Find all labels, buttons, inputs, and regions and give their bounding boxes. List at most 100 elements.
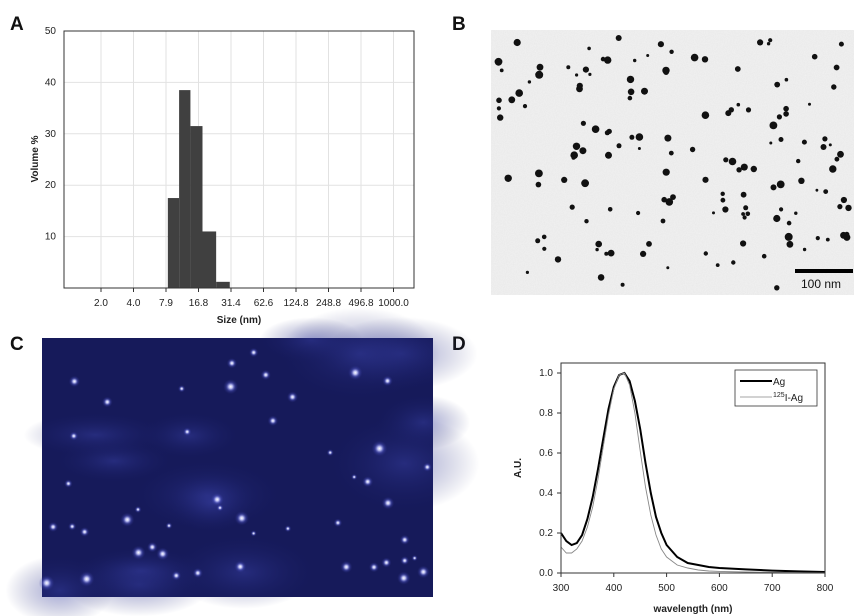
tem-particle	[635, 133, 644, 141]
tem-particle	[757, 39, 764, 46]
tem-particle	[720, 191, 725, 196]
dark-field-spot	[267, 415, 279, 427]
dark-field-spot	[348, 365, 363, 380]
tem-particle	[701, 56, 709, 63]
tem-particle	[591, 125, 600, 133]
chart-a-frame	[63, 30, 415, 289]
tem-particles	[494, 35, 852, 291]
tem-particle	[750, 165, 757, 173]
tem-particle	[774, 285, 780, 291]
tem-particle	[663, 69, 669, 75]
tem-particle	[703, 251, 708, 256]
tem-particle	[741, 212, 745, 216]
chart-a-xtick-label: 4.0	[127, 298, 141, 309]
tem-particle	[661, 196, 667, 203]
histogram-bar	[167, 198, 180, 288]
tem-particle	[766, 42, 771, 46]
tem-particle	[541, 234, 547, 240]
tem-particle	[837, 150, 844, 158]
chart-d-ytick-label: 1.0	[539, 368, 553, 379]
tem-particle	[627, 95, 633, 101]
spectrum-line-i-ag	[560, 372, 826, 574]
tem-particle	[736, 102, 741, 107]
tem-particle	[581, 179, 589, 188]
tem-particle	[665, 198, 674, 206]
tem-particle	[646, 241, 652, 247]
dark-field-spot	[381, 557, 392, 568]
tem-particle	[845, 204, 852, 212]
tem-particle	[823, 189, 829, 195]
chart-a-ylabel: Volume %	[30, 135, 41, 182]
tem-particle	[776, 114, 782, 120]
dark-field-haze-patch	[279, 307, 440, 401]
dark-field-spot	[64, 479, 73, 488]
dark-field-spot	[182, 427, 192, 437]
tem-particle	[822, 136, 828, 142]
tem-particle	[597, 274, 605, 281]
chart-d-xtick-label: 500	[658, 583, 675, 594]
chart-a-yticks: 10 20 30 40 50	[45, 26, 57, 243]
chart-d-yticks: 0.0 0.2 0.4 0.6 0.8 1.0	[539, 368, 561, 579]
dark-field-spot	[134, 506, 142, 513]
tem-particle	[536, 63, 544, 71]
tem-particle	[802, 247, 807, 252]
tem-particle	[508, 96, 516, 104]
tem-particle	[633, 58, 637, 63]
dark-field-spot	[68, 375, 81, 388]
dark-field-spot	[131, 545, 146, 560]
dark-field-spot	[340, 560, 353, 574]
dark-field-spot	[260, 369, 271, 380]
tem-particle	[736, 167, 742, 173]
tem-particle	[773, 214, 781, 223]
tem-particle	[768, 38, 773, 43]
tem-particle	[662, 168, 670, 176]
tem-particle	[554, 256, 562, 263]
tem-particle	[815, 236, 820, 241]
chart-d-lines	[560, 371, 826, 574]
tem-particle	[834, 156, 840, 162]
dark-field-spot	[326, 449, 334, 457]
chart-d-ytick-label: 0.2	[539, 528, 553, 539]
dark-field-spot	[171, 570, 182, 581]
tem-particle	[776, 180, 785, 189]
tem-particle	[784, 77, 789, 82]
tem-particle	[587, 46, 591, 51]
tem-particle	[740, 163, 748, 171]
tem-particle	[582, 66, 589, 73]
tem-particle	[740, 240, 747, 247]
dark-field-spot	[371, 440, 388, 457]
dark-field-haze-patch	[376, 394, 471, 450]
dark-field-spot	[68, 522, 77, 531]
tem-particle	[745, 211, 751, 217]
legend-label-i-ag-sup: 125	[773, 392, 785, 399]
tem-particle	[689, 146, 696, 153]
dark-field-spot	[417, 565, 430, 579]
tem-particle	[796, 158, 801, 164]
tem-particle	[840, 231, 847, 239]
tem-particle	[584, 219, 589, 224]
tem-particle	[666, 266, 670, 270]
tem-particle	[783, 105, 789, 112]
chart-a-xtick-label: 496.8	[348, 298, 373, 309]
legend-label-i-ag: 125I-Ag	[773, 392, 803, 404]
tem-particle	[542, 246, 547, 251]
dark-field-spot	[216, 504, 224, 512]
dark-field-spot	[223, 379, 239, 395]
chart-a-xtick-label: 1000.0	[378, 298, 409, 309]
chart-a-xlabel: Size (nm)	[217, 315, 261, 326]
dark-field-spot	[382, 375, 393, 387]
chart-d-ylabel: A.U.	[513, 458, 524, 478]
chart-a-ytick-label: 50	[45, 26, 57, 37]
tem-particle	[742, 215, 747, 220]
tem-particle	[600, 56, 606, 62]
dark-field-spot	[400, 556, 410, 566]
legend-label-i-ag-name: I-Ag	[785, 393, 803, 404]
tem-particle	[595, 247, 599, 252]
tem-particle	[769, 141, 773, 145]
tem-particle	[535, 169, 543, 178]
tem-particle	[815, 188, 819, 192]
dark-field-spot	[79, 527, 90, 537]
tem-particle	[828, 143, 832, 147]
tem-particle	[575, 73, 579, 77]
tem-particle	[641, 87, 648, 95]
